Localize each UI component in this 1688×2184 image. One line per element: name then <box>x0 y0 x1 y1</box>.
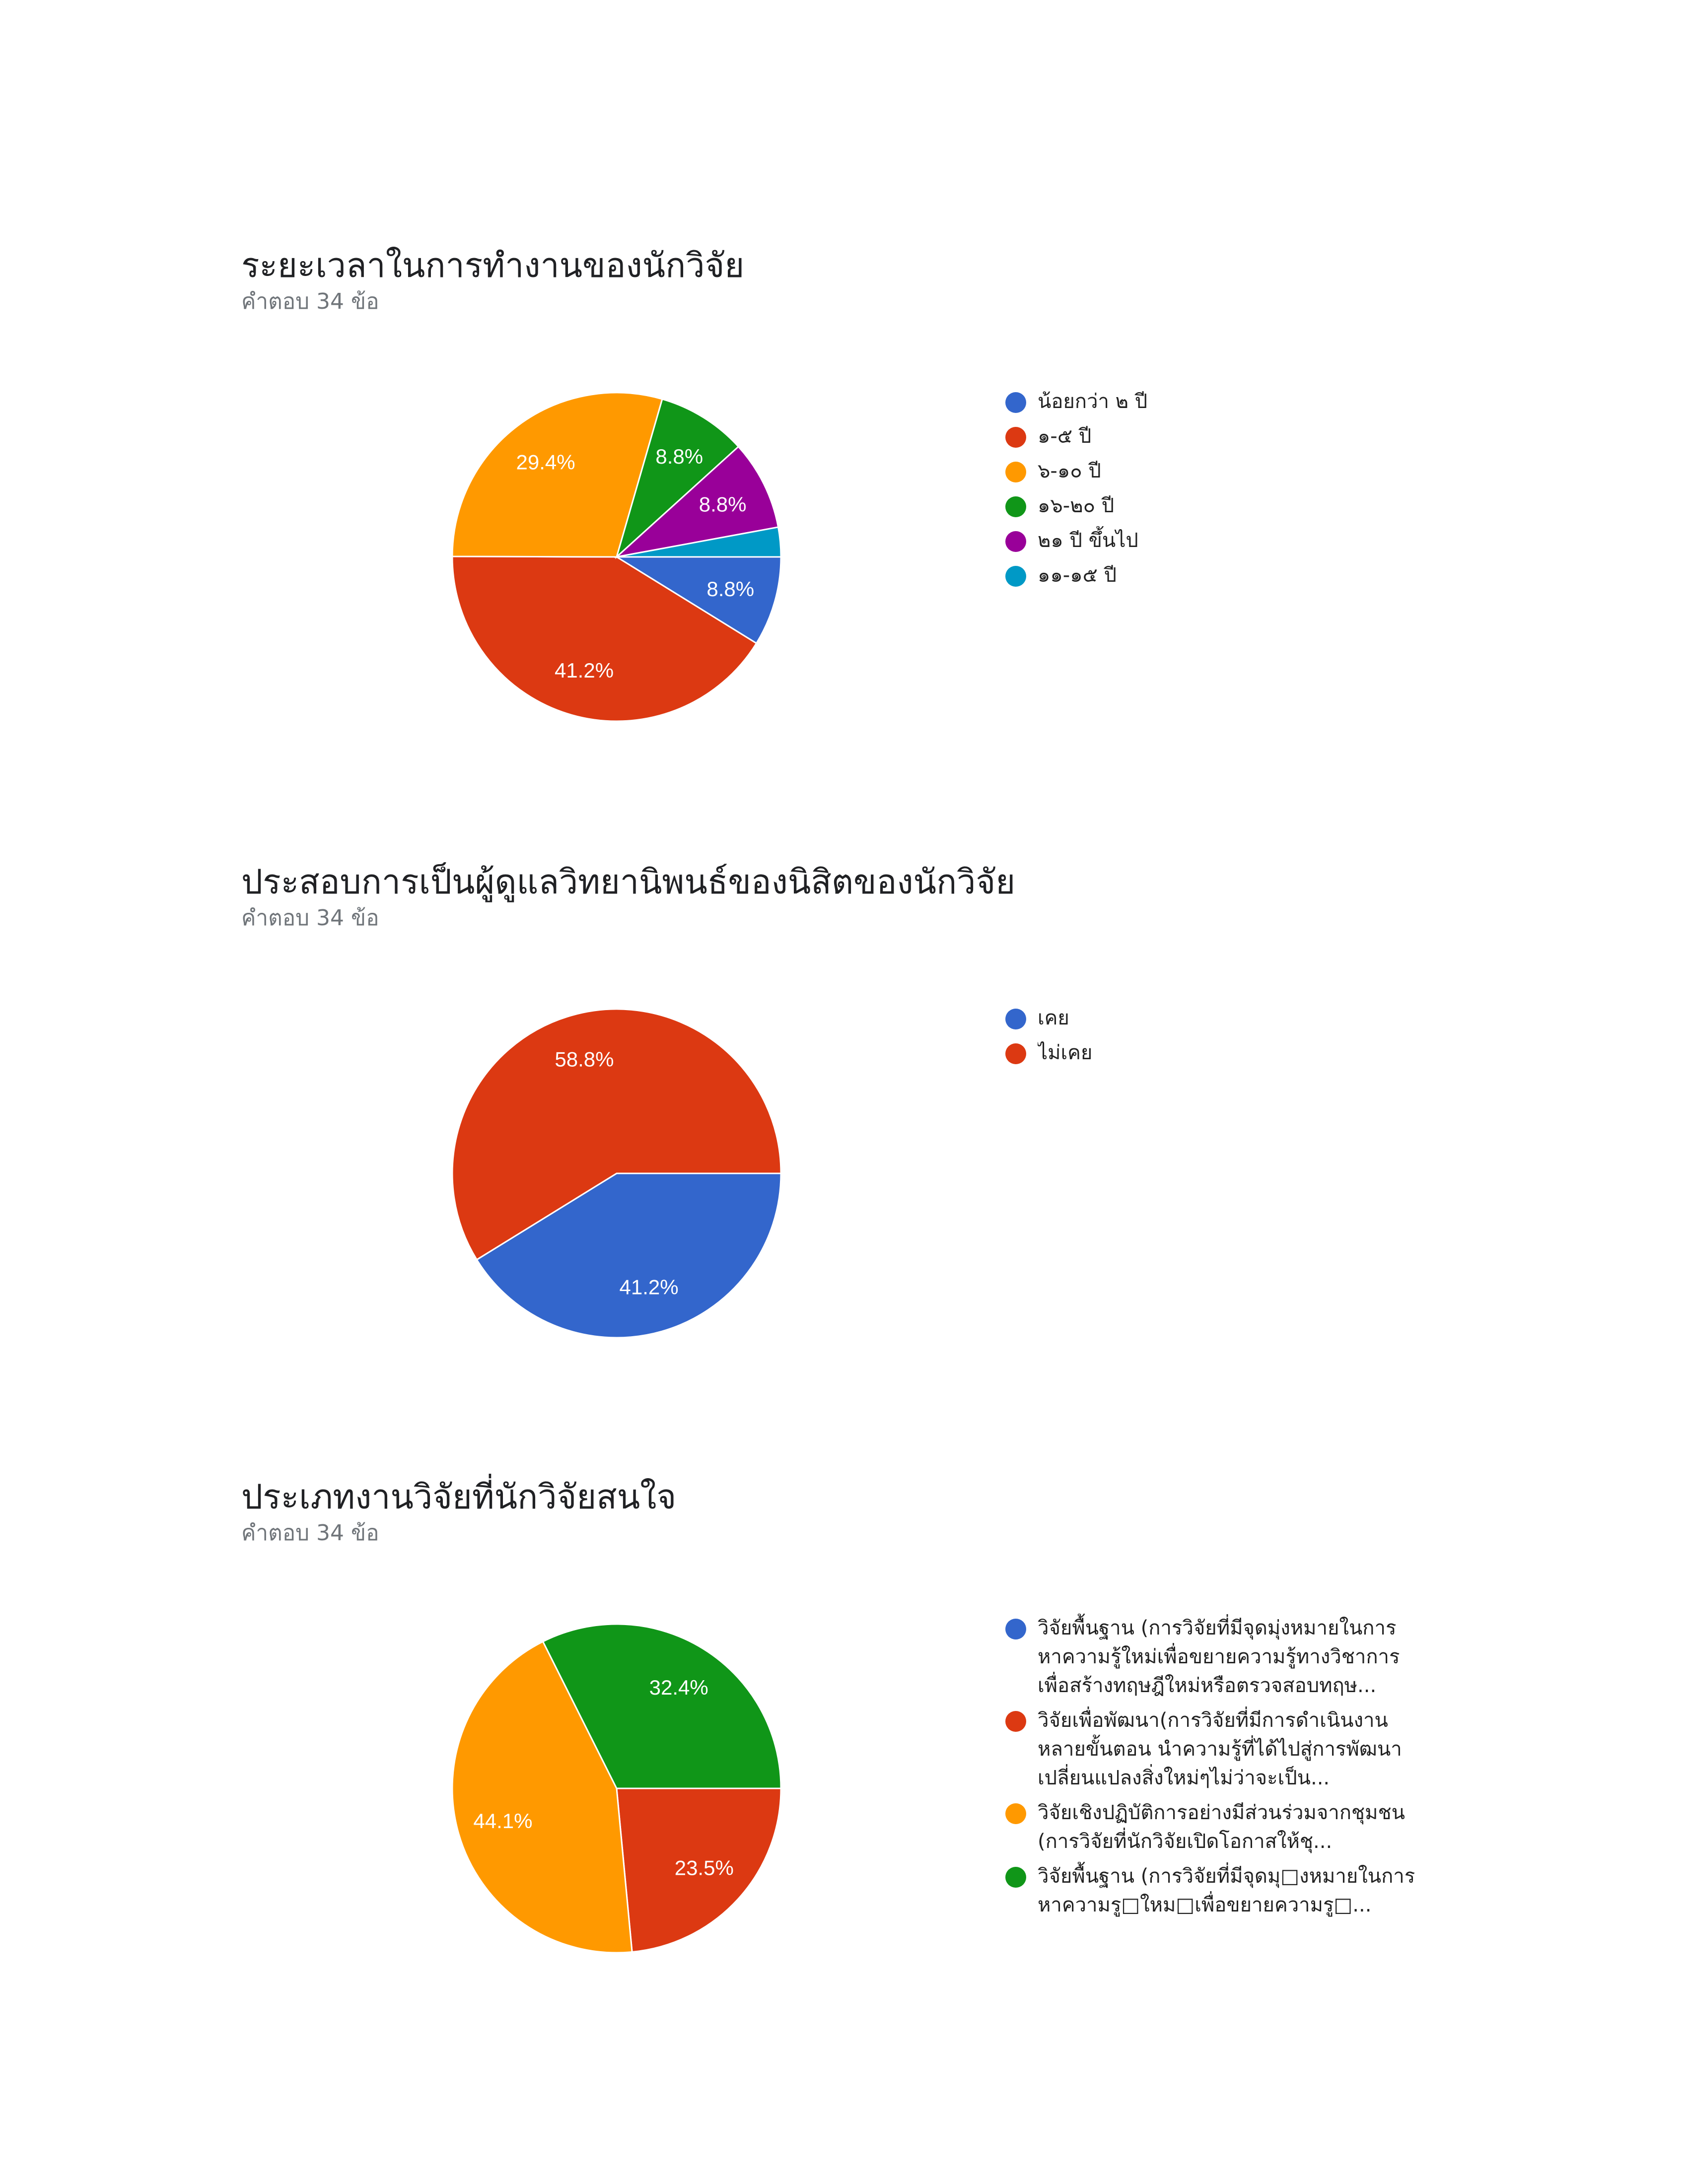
chart-section-research-type: ประเภทงานวิจัยที่นักวิจัยสนใจ คำตอบ 34 ข… <box>0 1470 1688 2085</box>
legend-swatch-icon <box>1005 1711 1026 1732</box>
pie-slice-4[interactable] <box>614 445 779 558</box>
legend-swatch-icon <box>1005 1803 1026 1824</box>
legend-swatch-icon <box>1005 1867 1026 1888</box>
pie-data-label: 44.1% <box>473 1809 532 1833</box>
pie-data-label: 41.2% <box>620 1275 679 1298</box>
pie-slice-1[interactable] <box>616 1787 782 1953</box>
chart-title: ประเภทงานวิจัยที่นักวิจัยสนใจ <box>241 1478 677 1517</box>
pie-data-label: 23.5% <box>675 1856 734 1879</box>
pie-slice-1[interactable] <box>451 1008 782 1261</box>
pie-slice-1[interactable] <box>451 555 758 722</box>
legend-label: วิจัยพื้นฐาน (การวิจัยที่มีจุดมุ□งหมายใน… <box>1038 1865 1415 1916</box>
legend-label: วิจัยเชิงปฏิบัติการอย่างมีส่วนร่วมจากชุม… <box>1038 1801 1405 1853</box>
pie-slice-2[interactable] <box>451 392 663 558</box>
legend-item[interactable]: วิจัยเพื่อพัฒนา(การวิจัยที่มีการดำเนินงา… <box>1005 1706 1430 1792</box>
legend-swatch-icon <box>1005 1009 1026 1029</box>
legend-label: ๑๖-๒๐ ปี <box>1038 494 1115 517</box>
legend-label: ๑๑-๑๕ ปี <box>1038 564 1117 587</box>
pie-data-label: 41.2% <box>555 659 614 682</box>
legend-item[interactable]: ไม่เคย <box>1005 1038 1430 1067</box>
legend-swatch-icon <box>1005 496 1026 517</box>
chart-legend: น้อยกว่า ๒ ปี๑-๕ ปี๖-๑๐ ปี๑๖-๒๐ ปี๒๑ ปี … <box>1005 387 1430 596</box>
legend-label: ๒๑ ปี ขึ้นไป <box>1038 529 1138 552</box>
legend-swatch-icon <box>1005 427 1026 448</box>
chart-section-work-duration: ระยะเวลาในการทำงานของนักวิจัย คำตอบ 34 ข… <box>0 238 1688 854</box>
pie-data-label: 58.8% <box>555 1048 614 1071</box>
pie-chart: 8.8% 41.2% 29.4% 8.8% 8.8% <box>451 392 782 722</box>
legend-swatch-icon <box>1005 531 1026 552</box>
pie-data-label: 29.4% <box>516 450 575 474</box>
legend-item[interactable]: ๑๑-๑๕ ปี <box>1005 561 1430 590</box>
legend-swatch-icon <box>1005 392 1026 413</box>
legend-label: ๑-๕ ปี <box>1038 425 1092 448</box>
legend-label: เคย <box>1038 1007 1069 1029</box>
legend-item[interactable]: เคย <box>1005 1004 1430 1032</box>
chart-title: ระยะเวลาในการทำงานของนักวิจัย <box>241 246 745 285</box>
chart-legend: เคยไม่เคย <box>1005 1004 1430 1073</box>
legend-swatch-icon <box>1005 462 1026 482</box>
pie-data-label: 8.8% <box>699 492 747 516</box>
pie-data-label: 8.8% <box>655 445 703 468</box>
pie-chart: 41.2% 58.8% <box>451 1008 782 1339</box>
legend-label: ๖-๑๐ ปี <box>1038 460 1101 482</box>
legend-item[interactable]: วิจัยพื้นฐาน (การวิจัยที่มีจุดมุ่งหมายใน… <box>1005 1614 1430 1700</box>
legend-item[interactable]: ๑-๕ ปี <box>1005 422 1430 451</box>
pie-data-label: 8.8% <box>706 577 754 601</box>
legend-item[interactable]: ๑๖-๒๐ ปี <box>1005 491 1430 520</box>
chart-title: ประสอบการเป็นผู้ดูแลวิทยานิพนธ์ของนิสิตข… <box>241 863 1016 902</box>
chart-legend: วิจัยพื้นฐาน (การวิจัยที่มีจุดมุ่งหมายใน… <box>1005 1614 1430 1925</box>
legend-item[interactable]: ๒๑ ปี ขึ้นไป <box>1005 526 1430 555</box>
pie-slice-0[interactable] <box>476 1172 782 1339</box>
pie-chart: 23.5% 44.1% 32.4% <box>451 1623 782 1954</box>
pie-slice-2[interactable] <box>451 1640 633 1954</box>
pie-slice-3[interactable] <box>542 1623 782 1789</box>
pie-slice-3[interactable] <box>615 398 740 559</box>
chart-subtitle: คำตอบ 34 ข้อ <box>241 289 379 314</box>
legend-item[interactable]: ๖-๑๐ ปี <box>1005 457 1430 485</box>
chart-subtitle: คำตอบ 34 ข้อ <box>241 1520 379 1546</box>
chart-subtitle: คำตอบ 34 ข้อ <box>241 905 379 931</box>
pie-slice-0[interactable] <box>614 556 782 645</box>
legend-label: วิจัยเพื่อพัฒนา(การวิจัยที่มีการดำเนินงา… <box>1038 1709 1402 1789</box>
legend-swatch-icon <box>1005 566 1026 587</box>
legend-item[interactable]: น้อยกว่า ๒ ปี <box>1005 387 1430 416</box>
chart-section-thesis-advisor: ประสอบการเป็นผู้ดูแลวิทยานิพนธ์ของนิสิตข… <box>0 855 1688 1470</box>
legend-label: วิจัยพื้นฐาน (การวิจัยที่มีจุดมุ่งหมายใน… <box>1038 1617 1400 1697</box>
legend-label: น้อยกว่า ๒ ปี <box>1038 390 1148 413</box>
legend-swatch-icon <box>1005 1043 1026 1064</box>
pie-data-label: 32.4% <box>649 1676 708 1699</box>
legend-item[interactable]: วิจัยเชิงปฏิบัติการอย่างมีส่วนร่วมจากชุม… <box>1005 1798 1430 1856</box>
legend-label: ไม่เคย <box>1038 1041 1093 1064</box>
pie-slice-5[interactable] <box>616 526 782 558</box>
legend-swatch-icon <box>1005 1619 1026 1639</box>
legend-item[interactable]: วิจัยพื้นฐาน (การวิจัยที่มีจุดมุ□งหมายใน… <box>1005 1862 1430 1919</box>
